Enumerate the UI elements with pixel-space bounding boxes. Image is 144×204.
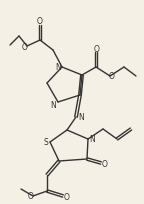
Text: O: O <box>102 160 108 169</box>
Text: O: O <box>37 17 43 26</box>
Text: N: N <box>89 135 95 144</box>
Text: O: O <box>109 72 115 81</box>
Text: O: O <box>94 44 100 53</box>
Text: N: N <box>78 113 84 122</box>
Text: N: N <box>50 101 56 110</box>
Text: S: S <box>44 138 48 147</box>
Text: O: O <box>28 192 34 201</box>
Text: O: O <box>64 193 70 202</box>
Text: O: O <box>22 42 28 51</box>
Text: N: N <box>55 63 61 72</box>
